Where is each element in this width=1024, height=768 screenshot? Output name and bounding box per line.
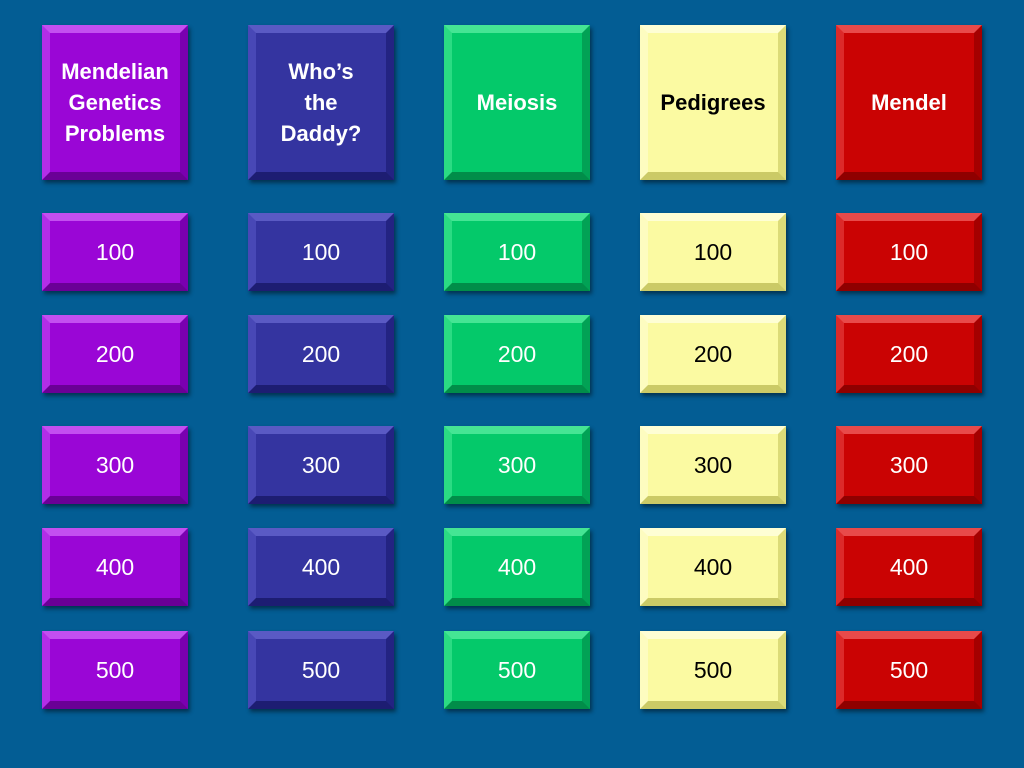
question-tile-who-s-the-daddy-200[interactable]: 200 (248, 315, 394, 393)
category-title: Pedigrees (660, 90, 766, 115)
point-value: 300 (95, 451, 135, 478)
category-header-pedigrees: Pedigrees (640, 25, 786, 180)
point-value: 300 (301, 451, 341, 478)
question-tile-mendel-500[interactable]: 500 (836, 631, 982, 709)
point-value: 200 (889, 340, 929, 367)
question-tile-meiosis-300[interactable]: 300 (444, 426, 590, 504)
point-value: 500 (889, 656, 929, 683)
point-value: 500 (497, 656, 537, 683)
question-tile-meiosis-500[interactable]: 500 (444, 631, 590, 709)
question-tile-mendel-300[interactable]: 300 (836, 426, 982, 504)
point-value: 400 (693, 553, 733, 580)
question-tile-pedigrees-200[interactable]: 200 (640, 315, 786, 393)
category-title: Meiosis (476, 90, 558, 115)
point-value: 100 (889, 238, 929, 265)
point-value: 300 (693, 451, 733, 478)
question-tile-pedigrees-300[interactable]: 300 (640, 426, 786, 504)
point-value: 200 (693, 340, 733, 367)
point-value: 500 (95, 656, 135, 683)
point-value: 200 (301, 340, 341, 367)
question-tile-mendelian-genetics-problems-300[interactable]: 300 (42, 426, 188, 504)
question-tile-meiosis-200[interactable]: 200 (444, 315, 590, 393)
question-tile-mendelian-genetics-problems-400[interactable]: 400 (42, 528, 188, 606)
question-tile-mendel-200[interactable]: 200 (836, 315, 982, 393)
category-title: Who’s the Daddy? (280, 59, 362, 146)
question-tile-mendel-100[interactable]: 100 (836, 213, 982, 291)
question-tile-pedigrees-400[interactable]: 400 (640, 528, 786, 606)
point-value: 400 (301, 553, 341, 580)
point-value: 400 (889, 553, 929, 580)
question-tile-pedigrees-500[interactable]: 500 (640, 631, 786, 709)
question-tile-who-s-the-daddy-100[interactable]: 100 (248, 213, 394, 291)
category-title: Mendel (871, 90, 947, 115)
category-title: Mendelian Genetics Problems (61, 59, 169, 146)
question-tile-mendelian-genetics-problems-100[interactable]: 100 (42, 213, 188, 291)
point-value: 300 (889, 451, 929, 478)
point-value: 200 (95, 340, 135, 367)
point-value: 100 (95, 238, 135, 265)
question-tile-meiosis-100[interactable]: 100 (444, 213, 590, 291)
category-header-meiosis: Meiosis (444, 25, 590, 180)
question-tile-mendelian-genetics-problems-200[interactable]: 200 (42, 315, 188, 393)
category-header-mendelian-genetics-problems: Mendelian Genetics Problems (42, 25, 188, 180)
question-tile-mendelian-genetics-problems-500[interactable]: 500 (42, 631, 188, 709)
point-value: 400 (497, 553, 537, 580)
question-tile-who-s-the-daddy-300[interactable]: 300 (248, 426, 394, 504)
point-value: 100 (301, 238, 341, 265)
question-tile-pedigrees-100[interactable]: 100 (640, 213, 786, 291)
point-value: 400 (95, 553, 135, 580)
question-tile-who-s-the-daddy-500[interactable]: 500 (248, 631, 394, 709)
question-tile-mendel-400[interactable]: 400 (836, 528, 982, 606)
category-header-who-s-the-daddy: Who’s the Daddy? (248, 25, 394, 180)
point-value: 500 (301, 656, 341, 683)
question-tile-who-s-the-daddy-400[interactable]: 400 (248, 528, 394, 606)
point-value: 500 (693, 656, 733, 683)
point-value: 100 (497, 238, 537, 265)
point-value: 300 (497, 451, 537, 478)
point-value: 200 (497, 340, 537, 367)
point-value: 100 (693, 238, 733, 265)
question-tile-meiosis-400[interactable]: 400 (444, 528, 590, 606)
category-header-mendel: Mendel (836, 25, 982, 180)
